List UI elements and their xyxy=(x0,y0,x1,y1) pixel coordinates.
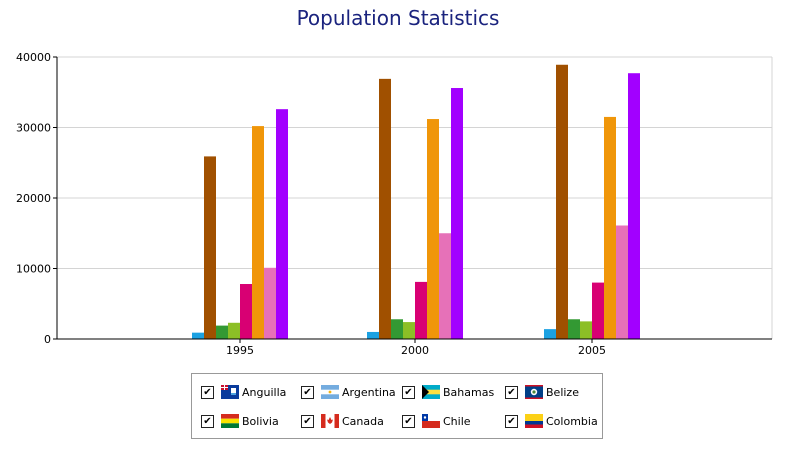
bar-bolivia-1995 xyxy=(240,284,252,339)
bar-chile-2005 xyxy=(616,225,628,339)
x-axis-ticks: 1995 2000 2005 xyxy=(57,338,772,357)
legend-item-belize[interactable]: ✔ Belize xyxy=(505,383,579,401)
bar-bahamas-2000 xyxy=(391,319,403,339)
legend-label: Canada xyxy=(342,414,384,428)
bar-bahamas-2005 xyxy=(568,319,580,339)
legend-checkbox[interactable]: ✔ xyxy=(301,414,314,428)
bars xyxy=(192,64,640,340)
y-tick-label: 10000 xyxy=(16,263,51,276)
y-tick-label: 40000 xyxy=(16,51,51,64)
bar-bahamas-1995 xyxy=(216,325,228,339)
x-tick-label: 1995 xyxy=(226,344,254,357)
bar-canada-2000 xyxy=(427,119,439,339)
legend-label: Anguilla xyxy=(242,385,287,399)
chile-flag-icon xyxy=(422,414,440,428)
bar-canada-2005 xyxy=(604,116,616,339)
bar-belize-2005 xyxy=(580,321,592,339)
chart-plot: 0 10000 20000 30000 40000 1995 2000 2005 xyxy=(16,51,773,357)
bar-belize-2000 xyxy=(403,322,415,339)
y-tick-label: 0 xyxy=(44,333,51,346)
legend-item-bahamas[interactable]: ✔ Bahamas xyxy=(402,383,494,401)
bar-bolivia-2000 xyxy=(415,281,427,339)
bar-colombia-1995 xyxy=(276,109,288,339)
argentina-flag-icon xyxy=(321,385,339,399)
legend-checkbox[interactable]: ✔ xyxy=(505,385,518,399)
legend-label: Belize xyxy=(546,385,579,399)
y-tick-label: 20000 xyxy=(16,192,51,205)
legend-item-canada[interactable]: ✔ Canada xyxy=(301,412,384,430)
legend-label: Argentina xyxy=(342,385,396,399)
legend-label: Bolivia xyxy=(242,414,279,428)
bar-chile-1995 xyxy=(264,267,276,339)
bar-bolivia-2005 xyxy=(592,282,604,339)
bar-argentina-2005 xyxy=(556,64,568,339)
bolivia-flag-icon xyxy=(221,414,239,428)
bar-anguilla-2000 xyxy=(367,331,379,339)
legend-label: Colombia xyxy=(546,414,598,428)
legend-label: Chile xyxy=(443,414,471,428)
belize-flag-icon xyxy=(525,385,543,399)
bar-argentina-2000 xyxy=(379,78,391,339)
bar-chile-2000 xyxy=(439,233,451,339)
y-tick-label: 30000 xyxy=(16,122,51,135)
bar-colombia-2005 xyxy=(628,73,640,339)
legend-checkbox[interactable]: ✔ xyxy=(201,414,214,428)
bar-canada-1995 xyxy=(252,126,264,339)
bar-anguilla-2005 xyxy=(544,329,556,339)
anguilla-flag-icon xyxy=(221,385,239,399)
legend-item-argentina[interactable]: ✔ Argentina xyxy=(301,383,396,401)
bahamas-flag-icon xyxy=(422,385,440,399)
legend: ✔ Anguilla ✔ Argentina ✔ Bahamas ✔ Beliz… xyxy=(191,373,603,439)
gridlines xyxy=(57,56,773,339)
legend-label: Bahamas xyxy=(443,385,495,399)
legend-checkbox[interactable]: ✔ xyxy=(402,414,415,428)
colombia-flag-icon xyxy=(525,414,543,428)
legend-item-anguilla[interactable]: ✔ Anguilla xyxy=(201,383,286,401)
x-tick-label: 2000 xyxy=(401,344,429,357)
legend-item-colombia[interactable]: ✔ Colombia xyxy=(505,412,598,430)
canada-flag-icon xyxy=(321,414,339,428)
y-axis-ticks: 0 10000 20000 30000 40000 xyxy=(16,51,58,346)
legend-checkbox[interactable]: ✔ xyxy=(301,385,314,399)
chart-title: Population Statistics xyxy=(296,6,500,30)
legend-checkbox[interactable]: ✔ xyxy=(402,385,415,399)
legend-item-bolivia[interactable]: ✔ Bolivia xyxy=(201,412,279,430)
bar-argentina-1995 xyxy=(204,156,216,339)
bar-colombia-2000 xyxy=(451,88,463,340)
legend-checkbox[interactable]: ✔ xyxy=(505,414,518,428)
legend-checkbox[interactable]: ✔ xyxy=(201,385,214,399)
legend-item-chile[interactable]: ✔ Chile xyxy=(402,412,471,430)
bar-anguilla-1995 xyxy=(192,332,204,339)
x-tick-label: 2005 xyxy=(578,344,606,357)
bar-belize-1995 xyxy=(228,322,240,339)
